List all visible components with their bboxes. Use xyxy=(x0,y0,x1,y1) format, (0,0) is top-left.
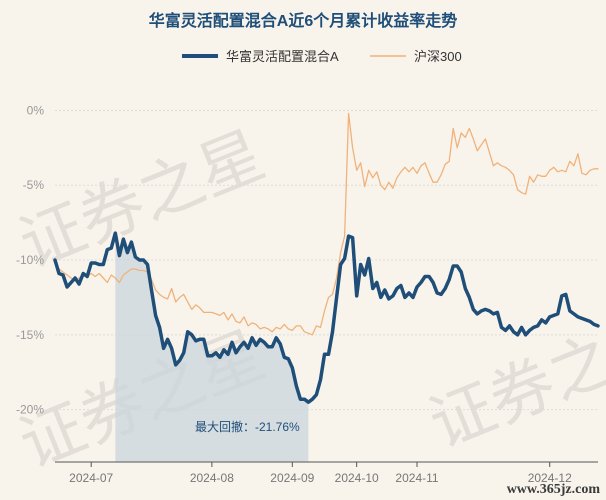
drawdown-fill xyxy=(115,233,309,462)
x-tick-label: 2024-08 xyxy=(190,471,234,485)
max-drawdown-label: 最大回撤：-21.76% xyxy=(195,419,300,434)
x-tick-label: 2024-10 xyxy=(335,471,379,485)
line-fund xyxy=(53,231,600,404)
x-tick-label: 2024-11 xyxy=(395,471,438,485)
y-tick-label: 0% xyxy=(27,103,45,117)
y-tick-label: -10% xyxy=(16,253,44,267)
x-tick-label: 2024-09 xyxy=(270,471,314,485)
y-axis: 0% -5% -10% -15% -20% xyxy=(16,103,44,416)
y-tick-label: -20% xyxy=(16,403,44,417)
y-tick-label: -15% xyxy=(16,328,44,342)
watermark-text: 证券之星 xyxy=(420,298,606,463)
x-tick-label: 2024-07 xyxy=(69,471,113,485)
chart-title: 华富灵活配置混合A近6个月累计收益率走势 xyxy=(149,11,457,30)
max-drawdown-area xyxy=(115,233,309,462)
site-watermark: www.365jz.com xyxy=(507,482,601,497)
legend-index-label: 沪深300 xyxy=(414,49,462,64)
x-axis: 2024-07 2024-08 2024-09 2024-10 2024-11 2024-… xyxy=(55,461,598,485)
watermark-text: 证券之星 xyxy=(10,118,275,283)
series-line-hs300 xyxy=(54,112,599,336)
legend: 华富灵活配置混合A 沪深300 xyxy=(182,49,462,64)
legend-fund-label: 华富灵活配置混合A xyxy=(226,49,339,64)
y-tick-label: -5% xyxy=(23,178,45,192)
grid-lines xyxy=(55,109,598,411)
line-hs300 xyxy=(54,112,599,336)
x-tick-label: 2024-12 xyxy=(528,471,572,485)
series-line-fund xyxy=(53,231,600,404)
